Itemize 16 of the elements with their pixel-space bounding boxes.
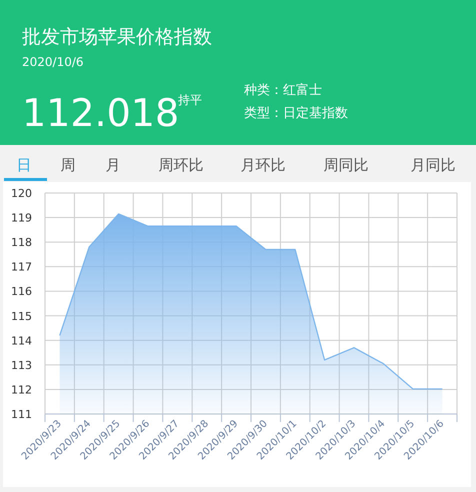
y-tick-label: 114 (11, 334, 32, 348)
y-tick-label: 115 (11, 310, 32, 323)
y-tick-label: 119 (11, 212, 32, 225)
subtitle: 2020/10/6 (22, 55, 84, 69)
annotation: 持平 (178, 93, 202, 107)
annotation: 种类：红富士 (244, 83, 322, 98)
y-tick-label: 117 (11, 260, 32, 274)
y-tick-label: 118 (11, 236, 32, 250)
y-tick-label: 120 (11, 187, 32, 200)
annotation: 类型：日定基指数 (244, 106, 348, 121)
title: 批发市场苹果价格指数 (22, 26, 212, 48)
y-tick-label: 113 (11, 358, 32, 372)
y-tick-label: 111 (11, 408, 32, 421)
y-tick-label: 112 (11, 383, 32, 396)
y-tick-label: 116 (11, 285, 32, 298)
annotation: 112.018 (22, 91, 180, 135)
